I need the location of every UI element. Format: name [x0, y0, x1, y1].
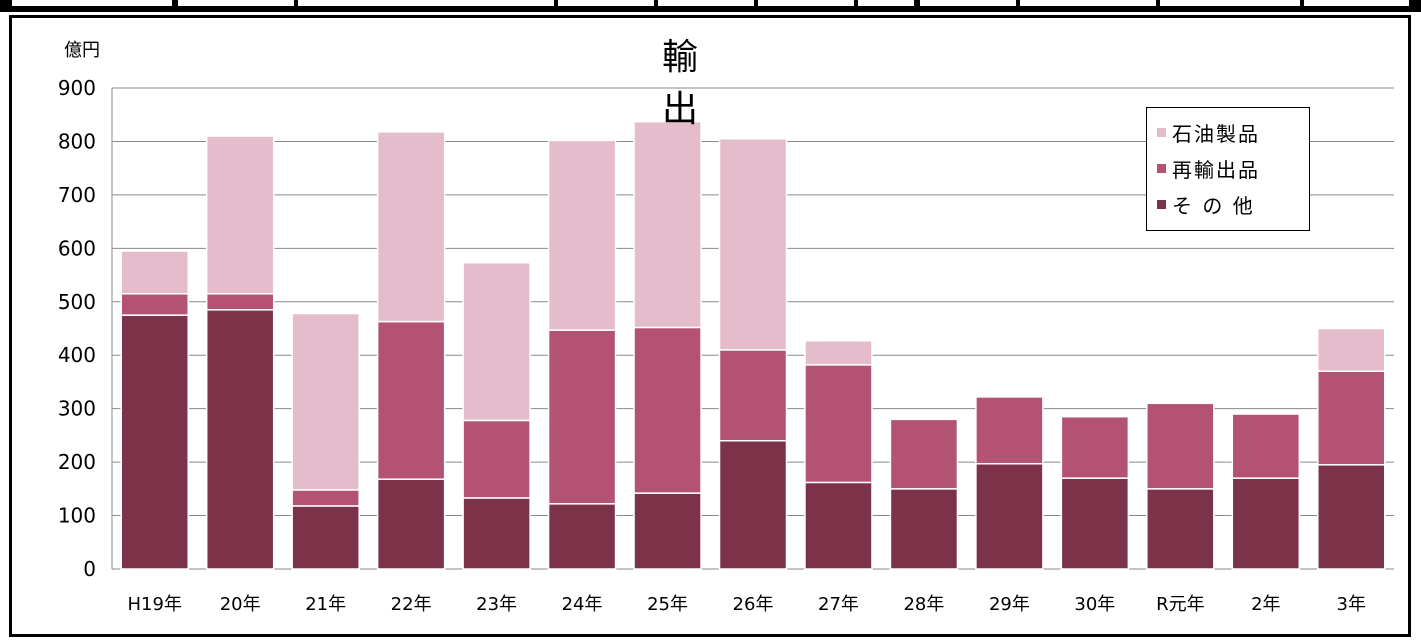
- chart-title: 輸 出: [661, 37, 951, 130]
- bars: [120, 120, 1386, 570]
- y-tick-label: 300: [58, 397, 96, 421]
- bar-segment: [1317, 370, 1386, 466]
- bar-segment: [633, 120, 702, 329]
- bar-segment: [291, 505, 360, 570]
- bar-segment: [205, 135, 275, 295]
- x-tick-label: 20年: [220, 594, 261, 615]
- legend-swatch-other: [1157, 199, 1166, 209]
- bar-segment: [804, 481, 873, 570]
- x-tick-label: 23年: [476, 594, 517, 615]
- bar-segment: [1060, 477, 1130, 570]
- y-tick-label: 800: [58, 129, 96, 153]
- bar-segment: [718, 439, 788, 570]
- bar-segment: [1317, 464, 1386, 570]
- bar-segment: [291, 312, 360, 491]
- bar-segment: [975, 462, 1044, 570]
- legend-item-reexport: 再輸出品: [1157, 150, 1309, 186]
- legend-label-other: そ の 他: [1172, 193, 1255, 218]
- bar-segment: [975, 396, 1044, 465]
- legend-label-reexport: 再輸出品: [1172, 157, 1260, 182]
- x-tick-label: 25年: [647, 594, 688, 615]
- x-tick-label: 30年: [1074, 594, 1115, 615]
- x-tick-label: R元年: [1156, 594, 1205, 615]
- y-tick-label: 700: [58, 183, 96, 207]
- bar-segment: [462, 262, 531, 422]
- y-axis-unit: 億円: [64, 40, 100, 61]
- y-tick-label: 200: [58, 450, 96, 474]
- bar-segment: [804, 340, 873, 366]
- x-tick-label: 21年: [305, 594, 346, 615]
- x-tick-label: 3年: [1337, 594, 1366, 615]
- bar-segment: [718, 138, 788, 351]
- legend-item-other: そ の 他: [1157, 186, 1309, 222]
- bar-segment: [291, 489, 360, 507]
- y-tick-label: 100: [58, 504, 96, 528]
- legend-item-petroleum: 石油製品: [1157, 114, 1309, 150]
- top-table-border: [0, 0, 1421, 12]
- y-tick-label: 600: [58, 236, 96, 260]
- bar-segment: [376, 131, 446, 323]
- bar-segment: [1060, 415, 1130, 479]
- bar-segment: [376, 320, 446, 480]
- x-tick-label: 26年: [733, 594, 774, 615]
- y-tick-label: 0: [83, 557, 96, 581]
- bar-segment: [718, 349, 788, 442]
- bar-segment: [376, 478, 446, 570]
- bar-segment: [1146, 488, 1215, 570]
- x-tick-labels: H19年 20年 21年 22年 23年 24年 25年 26年 27年 28年 29年 30年 R元年…: [128, 594, 1366, 615]
- bar-segment: [120, 314, 189, 570]
- x-tick-label: 22年: [391, 594, 432, 615]
- bar-segment: [1231, 477, 1301, 570]
- bar-segment: [889, 488, 959, 570]
- x-tick-label: H19年: [128, 594, 182, 615]
- bar-segment: [462, 419, 531, 499]
- bar-segment: [889, 418, 959, 490]
- x-tick-label: 24年: [562, 594, 603, 615]
- y-tick-label: 400: [58, 343, 96, 367]
- bar-segment: [205, 309, 275, 570]
- chart-frame: [9, 15, 1411, 637]
- bar-segment: [1146, 402, 1215, 490]
- x-tick-label: 27年: [818, 594, 859, 615]
- bar-segment: [547, 139, 617, 331]
- bar-segment: [1231, 413, 1301, 479]
- bar-segment: [205, 293, 275, 311]
- bar-segment: [547, 503, 617, 570]
- y-tick-label: 500: [58, 290, 96, 314]
- bar-segment: [804, 364, 873, 484]
- bar-segment: [120, 250, 189, 295]
- y-tick-labels: 0 100 200 300 400 500 600 700 800 900: [58, 76, 96, 581]
- x-tick-label: 2年: [1251, 594, 1280, 615]
- bar-segment: [547, 329, 617, 505]
- bar-segment: [633, 326, 702, 494]
- x-tick-label: 28年: [903, 594, 944, 615]
- y-tick-label: 900: [58, 76, 96, 100]
- bar-segment: [1317, 327, 1386, 373]
- bar-segment: [462, 497, 531, 570]
- legend: 石油製品 再輸出品 そ の 他: [1146, 107, 1310, 231]
- legend-label-petroleum: 石油製品: [1172, 121, 1260, 146]
- bar-segment: [633, 492, 702, 570]
- legend-swatch-petroleum: [1157, 127, 1166, 137]
- bar-segment: [120, 293, 189, 316]
- legend-swatch-reexport: [1157, 163, 1166, 173]
- x-tick-label: 29年: [989, 594, 1030, 615]
